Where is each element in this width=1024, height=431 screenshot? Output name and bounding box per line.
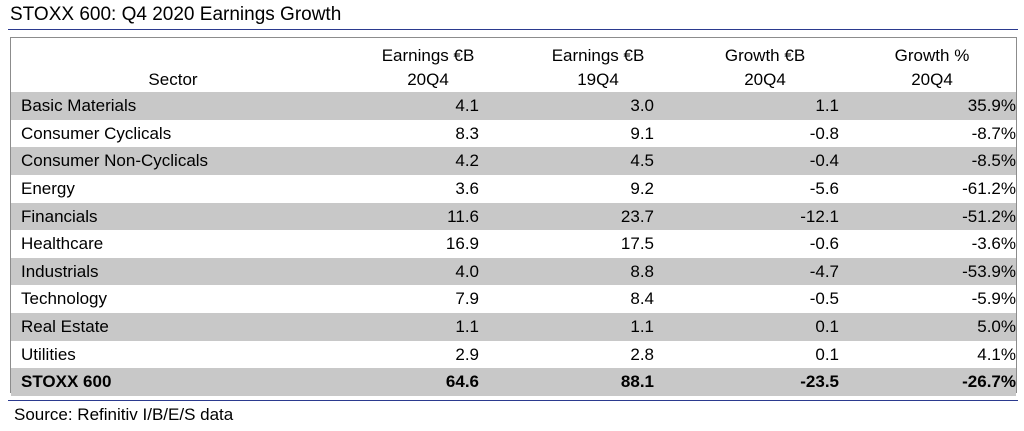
column-header-line2: 20Q4 bbox=[407, 70, 449, 89]
sector-cell: STOXX 600 bbox=[21, 372, 112, 392]
growth-eur-cell: 0.1 bbox=[815, 344, 839, 364]
table-row: Financials 11.6 23.7 -12.1 -51.2% bbox=[11, 202, 1016, 231]
growth-eur-cell: -0.8 bbox=[809, 123, 839, 143]
earnings-19q4-cell: 23.7 bbox=[620, 206, 654, 226]
earnings-19q4-cell: 1.1 bbox=[630, 317, 654, 336]
growth-eur-cell: -12.1 bbox=[800, 206, 839, 226]
column-header-line2: 20Q4 bbox=[744, 70, 786, 89]
sector-cell: Energy bbox=[21, 178, 75, 198]
table-row: Utilities 2.9 2.8 0.1 4.1% bbox=[11, 341, 1016, 369]
table-row: Industrials 4.0 8.8 -4.7 -53.9% bbox=[11, 257, 1016, 286]
growth-eur-cell: -0.6 bbox=[809, 234, 839, 254]
earnings-19q4-cell: 2.8 bbox=[630, 344, 654, 364]
earnings-19q4-cell: 8.8 bbox=[630, 261, 654, 281]
earnings-20q4-cell: 16.9 bbox=[445, 234, 479, 254]
source-note: Source: Refinitiv I/B/E/S data bbox=[14, 405, 234, 424]
table-title: STOXX 600: Q4 2020 Earnings Growth bbox=[10, 4, 342, 25]
earnings-20q4-cell: 1.1 bbox=[455, 317, 479, 336]
growth-eur-cell: -5.6 bbox=[809, 178, 839, 198]
sector-cell: Real Estate bbox=[21, 317, 109, 336]
growth-eur-cell: 1.1 bbox=[815, 96, 839, 115]
growth-pct-cell: 4.1% bbox=[977, 344, 1016, 364]
earnings-20q4-cell: 8.3 bbox=[455, 123, 479, 143]
table-row: Real Estate 1.1 1.1 0.1 5.0% bbox=[11, 313, 1016, 341]
growth-pct-cell: -5.9% bbox=[971, 289, 1016, 309]
column-header-line1: Earnings €B bbox=[381, 46, 475, 65]
column-header-line1: Growth €B bbox=[724, 46, 806, 65]
growth-pct-cell: -26.7% bbox=[962, 372, 1016, 392]
earnings-20q4-cell: 2.9 bbox=[455, 344, 479, 364]
earnings-19q4-cell: 88.1 bbox=[620, 372, 654, 392]
earnings-19q4-cell: 4.5 bbox=[630, 151, 654, 171]
earnings-20q4-cell: 4.0 bbox=[455, 261, 479, 281]
sector-cell: Technology bbox=[21, 289, 108, 309]
sector-cell: Basic Materials bbox=[21, 96, 137, 115]
growth-eur-cell: -23.5 bbox=[800, 372, 839, 392]
table-row: Consumer Cyclicals 8.3 9.1 -0.8 -8.7% bbox=[11, 120, 1016, 148]
earnings-19q4-cell: 17.5 bbox=[620, 234, 654, 254]
growth-eur-cell: 0.1 bbox=[815, 317, 839, 336]
growth-eur-cell: -0.4 bbox=[809, 151, 839, 171]
growth-pct-cell: -53.9% bbox=[962, 261, 1016, 281]
table-row: Energy 3.6 9.2 -5.6 -61.2% bbox=[11, 175, 1016, 203]
earnings-20q4-cell: 4.2 bbox=[455, 151, 479, 171]
table-row: Basic Materials 4.1 3.0 1.1 35.9% bbox=[11, 92, 1016, 120]
earnings-19q4-cell: 9.1 bbox=[630, 123, 654, 143]
earnings-20q4-cell: 11.6 bbox=[447, 206, 479, 226]
growth-eur-cell: -4.7 bbox=[809, 261, 839, 281]
growth-pct-cell: 5.0% bbox=[977, 317, 1016, 336]
column-header-line1: Earnings €B bbox=[551, 46, 645, 65]
growth-pct-cell: -61.2% bbox=[962, 178, 1016, 198]
column-header-line2: 19Q4 bbox=[577, 70, 619, 89]
sector-cell: Consumer Non-Cyclicals bbox=[21, 151, 209, 171]
table-row: Healthcare 16.9 17.5 -0.6 -3.6% bbox=[11, 230, 1016, 258]
column-header-line1: Growth % bbox=[894, 46, 970, 65]
growth-pct-cell: -51.2% bbox=[962, 206, 1016, 226]
earnings-20q4-cell: 3.6 bbox=[455, 178, 479, 198]
growth-pct-cell: -3.6% bbox=[971, 234, 1016, 254]
bottom-rule bbox=[8, 400, 1018, 401]
table-row: Consumer Non-Cyclicals 4.2 4.5 -0.4 -8.5% bbox=[11, 147, 1016, 175]
sector-cell: Industrials bbox=[21, 261, 99, 281]
top-rule bbox=[8, 29, 1018, 30]
sector-cell: Healthcare bbox=[21, 234, 104, 254]
growth-pct-cell: -8.7% bbox=[971, 123, 1016, 143]
growth-pct-cell: -8.5% bbox=[971, 151, 1016, 171]
column-header-line2: 20Q4 bbox=[911, 70, 953, 89]
earnings-20q4-cell: 64.6 bbox=[445, 372, 479, 392]
sector-cell: Consumer Cyclicals bbox=[21, 123, 172, 143]
earnings-20q4-cell: 4.1 bbox=[455, 96, 479, 115]
table-row: Technology 7.9 8.4 -0.5 -5.9% bbox=[11, 285, 1016, 313]
earnings-19q4-cell: 9.2 bbox=[630, 178, 654, 198]
table-body: Basic Materials 4.1 3.0 1.1 35.9% Consumer Cy… bbox=[11, 92, 1016, 396]
column-header-line2: Sector bbox=[148, 70, 198, 89]
total-row: STOXX 600 64.6 88.1 -23.5 -26.7% bbox=[11, 368, 1016, 396]
growth-eur-cell: -0.5 bbox=[809, 289, 839, 309]
earnings-20q4-cell: 7.9 bbox=[455, 289, 479, 309]
earnings-19q4-cell: 3.0 bbox=[630, 96, 654, 115]
growth-pct-cell: 35.9% bbox=[967, 96, 1016, 115]
earnings-19q4-cell: 8.4 bbox=[630, 289, 654, 309]
sector-cell: Financials bbox=[21, 206, 98, 226]
sector-cell: Utilities bbox=[21, 344, 76, 364]
